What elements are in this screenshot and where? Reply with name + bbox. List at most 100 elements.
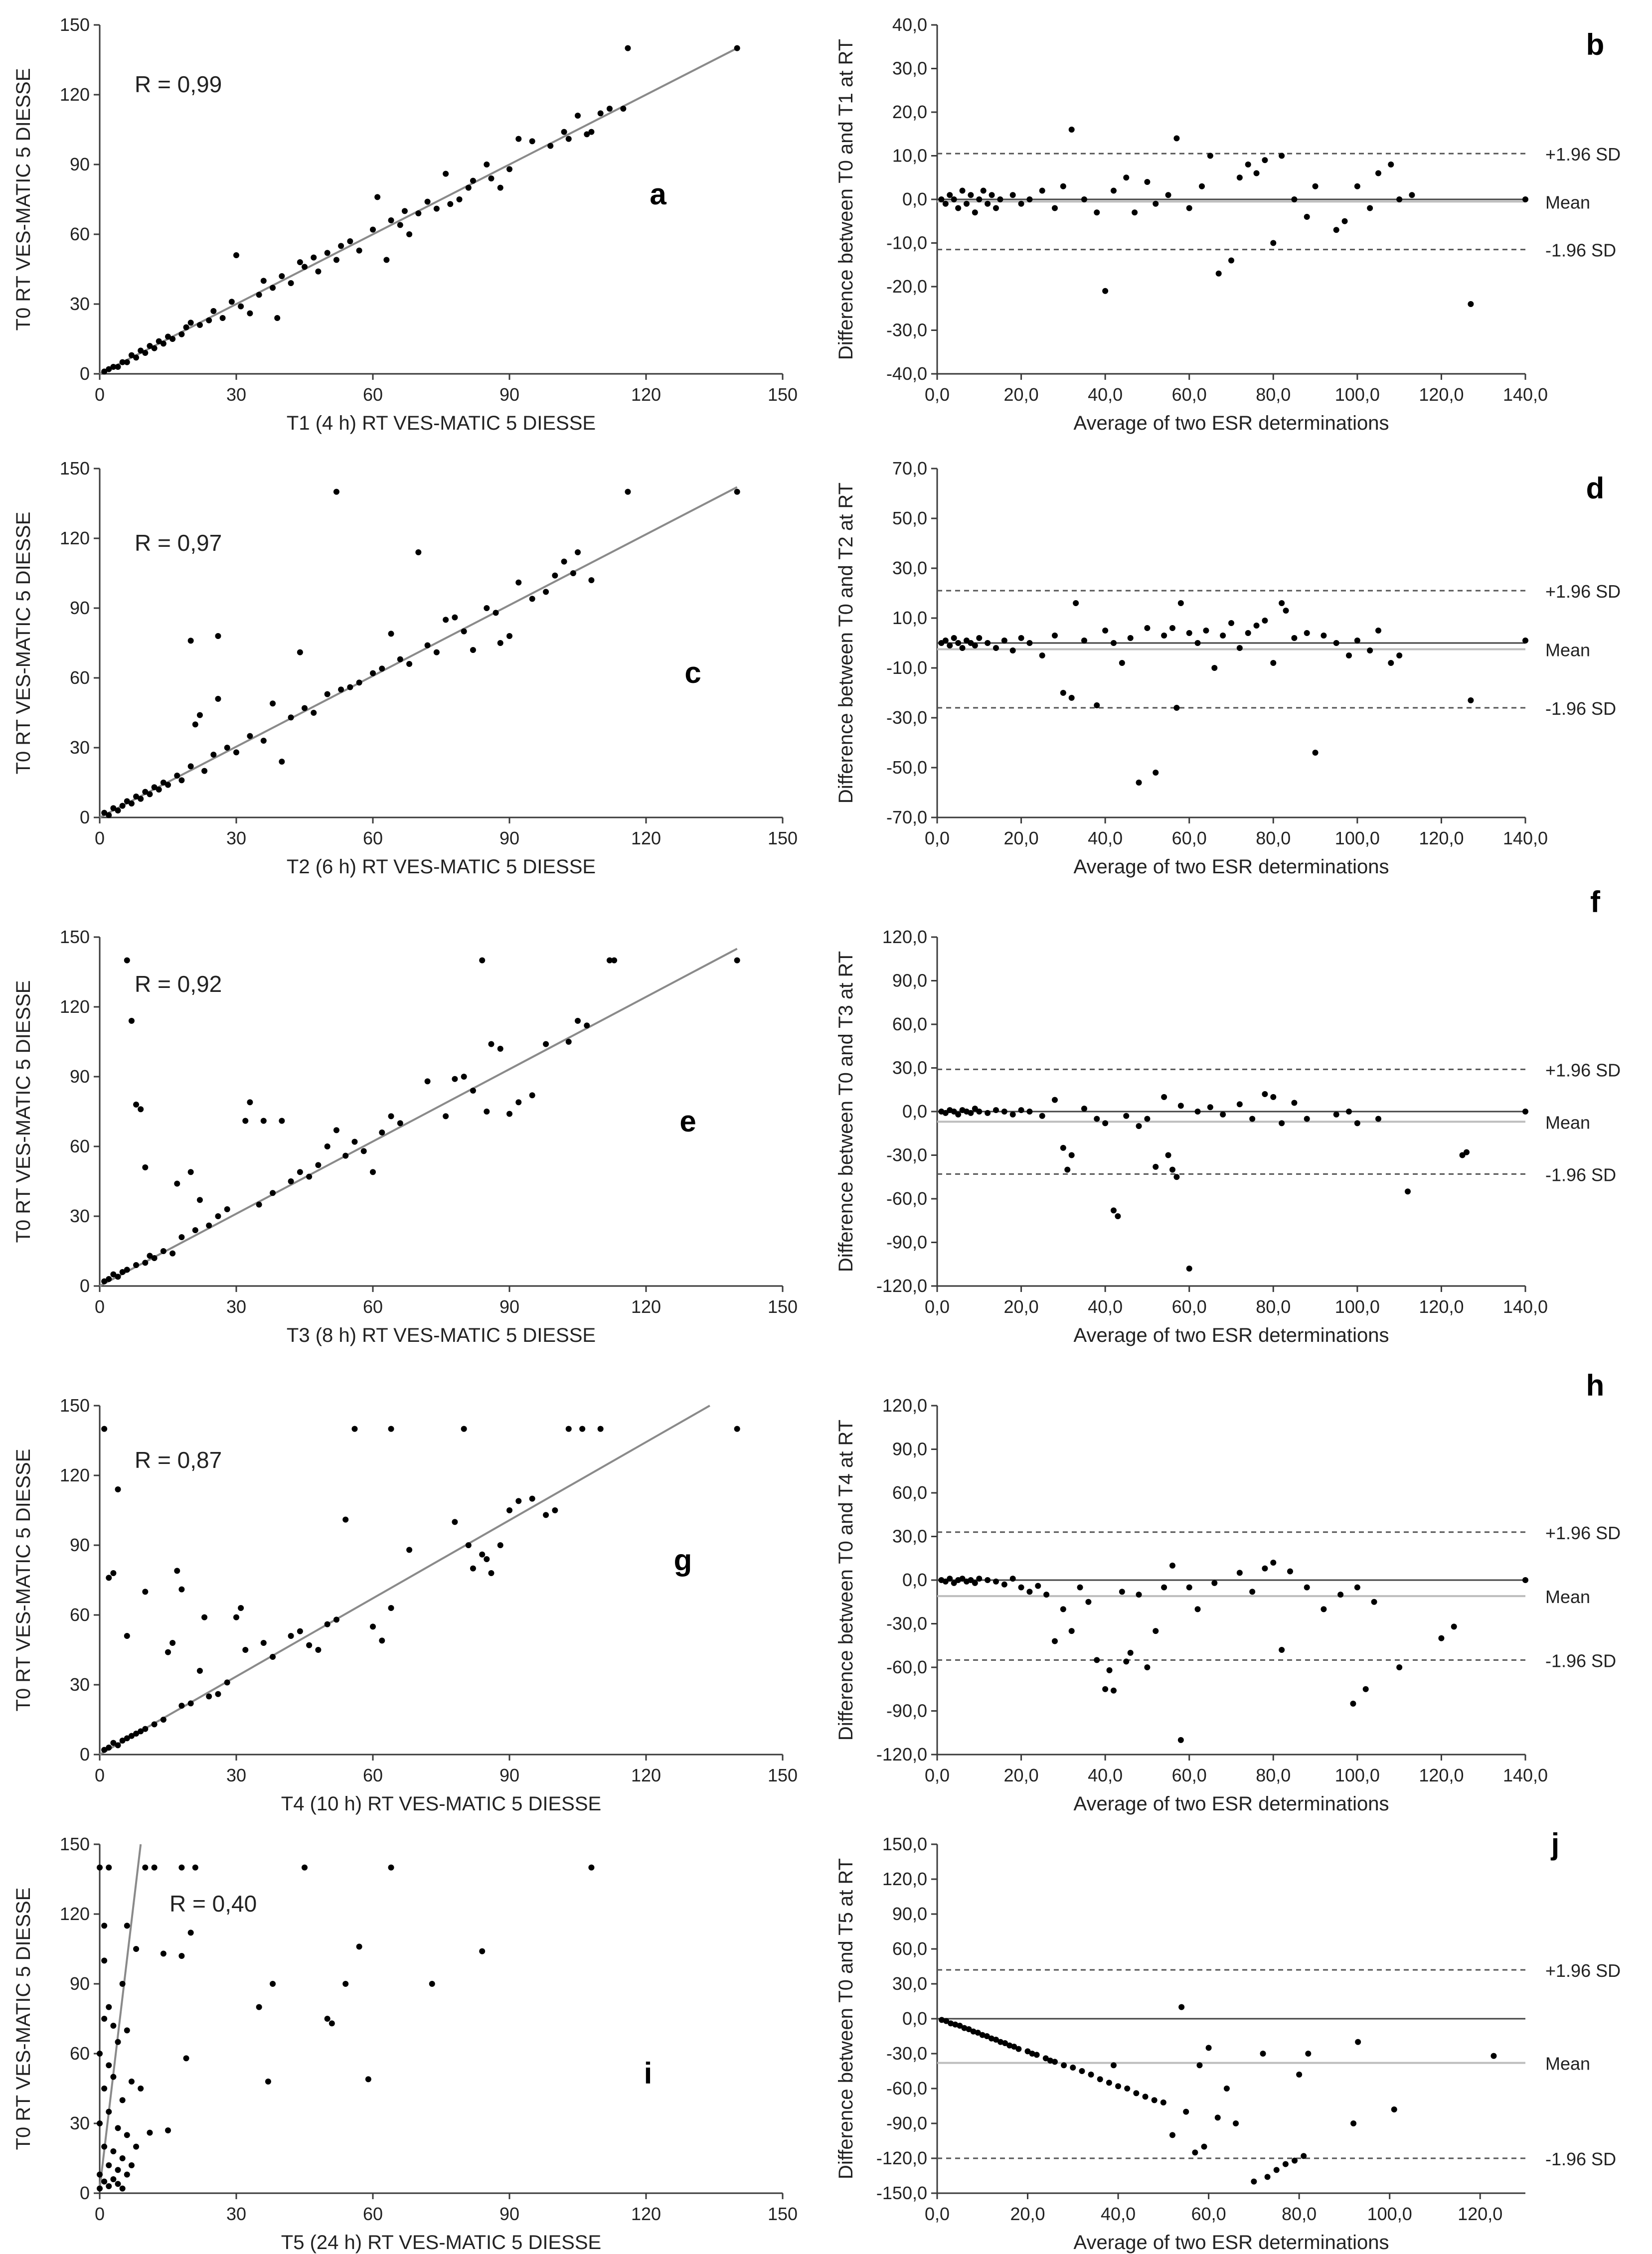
x-axis-title: T2 (6 h) RT VES-MATIC 5 DIESSE [287, 856, 596, 878]
data-point [133, 1262, 140, 1268]
data-point [1081, 1106, 1087, 1112]
data-point [993, 1107, 999, 1114]
y-tick-label: 0 [80, 1744, 90, 1765]
data-point [470, 647, 476, 653]
data-point [370, 1169, 376, 1175]
x-axis-title: T4 (10 h) RT VES-MATIC 5 DIESSE [281, 1793, 601, 1815]
data-point [1035, 1583, 1041, 1589]
data-point [324, 1621, 330, 1627]
data-point [110, 1570, 117, 1576]
data-point [1375, 1116, 1381, 1122]
x-tick-label: 90 [499, 2204, 519, 2224]
y-tick-label: 10,0 [892, 608, 927, 628]
data-point [515, 579, 522, 586]
data-point [128, 1733, 135, 1739]
data-point [985, 1110, 991, 1116]
y-tick-label: 0,0 [902, 189, 927, 209]
data-point [938, 196, 945, 202]
data-point [215, 633, 221, 639]
x-tick-label: 60,0 [1172, 828, 1207, 848]
data-point [1009, 1111, 1016, 1118]
data-point [106, 366, 112, 372]
x-tick-label: 60 [363, 2204, 383, 2224]
data-point [1236, 1570, 1243, 1576]
data-point [1018, 1584, 1024, 1591]
y-tick-label: -50,0 [886, 757, 927, 778]
y-tick-label: -30,0 [886, 707, 927, 728]
data-point [943, 2018, 950, 2024]
data-point [1396, 652, 1403, 658]
data-point [406, 1547, 413, 1553]
data-point [1169, 625, 1175, 631]
data-point [106, 2004, 112, 2010]
data-point [1522, 196, 1528, 202]
data-point [1312, 183, 1319, 189]
data-point [1106, 1667, 1113, 1673]
data-point [479, 957, 486, 964]
data-point [955, 1111, 962, 1118]
x-tick-label: 30 [226, 1765, 246, 1785]
upper-sd-label: +1.96 SD [1545, 1960, 1621, 1981]
y-tick-label: -90,0 [886, 1232, 927, 1253]
data-point [1173, 705, 1180, 711]
data-point [597, 110, 604, 117]
data-point [951, 196, 957, 202]
data-point [968, 1577, 974, 1583]
x-tick-label: 90 [499, 384, 519, 405]
mean-label: Mean [1545, 1587, 1590, 1607]
x-tick-label: 90 [499, 1296, 519, 1317]
data-point [1228, 257, 1234, 264]
data-point [1015, 2046, 1022, 2052]
data-point [1068, 695, 1075, 701]
x-tick-label: 100,0 [1335, 828, 1380, 848]
y-tick-label: 120 [60, 1904, 90, 1924]
data-point [1073, 600, 1079, 606]
data-point [1144, 625, 1151, 631]
data-point [1236, 645, 1243, 651]
data-point [1305, 2051, 1312, 2057]
data-point [133, 794, 140, 800]
data-point [479, 1948, 486, 1954]
data-point [1362, 1686, 1369, 1692]
data-point [461, 628, 467, 635]
data-point [1018, 200, 1024, 207]
data-point [147, 343, 153, 349]
data-point [470, 1565, 476, 1572]
data-point [238, 1605, 244, 1611]
x-axis-title: Average of two ESR determinations [1074, 1324, 1389, 1346]
data-point [124, 1923, 130, 1929]
y-axis-title: T0 RT VES-MATIC 5 DIESSE [12, 1449, 34, 1712]
data-point [160, 1248, 166, 1254]
data-point [1153, 200, 1159, 207]
x-axis-title: T5 (24 h) RT VES-MATIC 5 DIESSE [281, 2232, 601, 2254]
y-tick-label: -60,0 [886, 1188, 927, 1209]
data-point [1522, 638, 1528, 644]
data-point [133, 2143, 140, 2150]
y-tick-label: 60,0 [892, 1014, 927, 1034]
y-tick-label: 150 [60, 1395, 90, 1416]
x-tick-label: 100,0 [1335, 1765, 1380, 1785]
data-point [297, 649, 303, 655]
x-tick-label: 40,0 [1088, 1296, 1123, 1317]
data-point [219, 315, 226, 321]
data-point [976, 1109, 983, 1115]
data-point [497, 1542, 503, 1548]
x-axis-title: T1 (4 h) RT VES-MATIC 5 DIESSE [287, 412, 596, 434]
data-point [415, 210, 422, 216]
data-point [1321, 633, 1327, 639]
data-point [192, 1227, 198, 1233]
x-tick-label: 150 [768, 2204, 798, 2224]
data-point [138, 1106, 144, 1113]
data-point [119, 1269, 126, 1275]
data-point [187, 320, 194, 326]
data-point [106, 812, 112, 818]
x-tick-label: 40,0 [1088, 828, 1123, 848]
y-tick-label: 150 [60, 14, 90, 35]
y-tick-label: 60 [70, 2043, 90, 2064]
data-point [110, 1740, 117, 1746]
data-point [1186, 630, 1192, 636]
data-point [1123, 1113, 1130, 1119]
data-point [1279, 153, 1285, 159]
data-point [506, 1507, 512, 1513]
lower-sd-label: -1.96 SD [1545, 240, 1616, 261]
